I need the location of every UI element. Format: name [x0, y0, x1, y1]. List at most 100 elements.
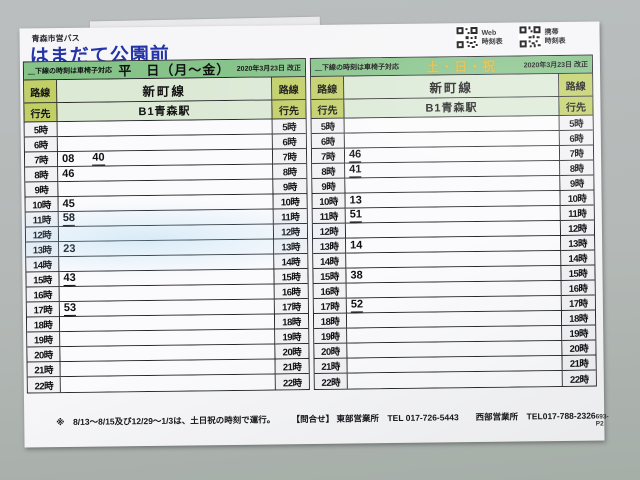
hour-label-left: 10時	[312, 193, 346, 209]
route-name: 新町線	[57, 77, 273, 104]
minute-value-wheelchair: 40	[92, 151, 105, 166]
hour-label-right: 15時	[561, 265, 595, 281]
hour-label-left: 6時	[311, 133, 345, 149]
poster-footer: ※ 8/13～8/15及び12/29～1/3は、土日祝の時刻で運行。 【問合せ】…	[56, 410, 608, 434]
hour-label-right: 13時	[274, 239, 308, 255]
minute-value: 23	[63, 242, 76, 255]
hour-label-left: 9時	[312, 178, 346, 194]
hour-label-right: 7時	[272, 149, 307, 165]
hour-label-right: 5時	[559, 115, 593, 131]
qr-code-mobile-icon	[518, 25, 542, 49]
hour-label-right: 13時	[561, 235, 595, 251]
hour-label-left: 13時	[26, 242, 60, 258]
hour-label-left: 20時	[27, 347, 61, 363]
hour-label-right: 10時	[560, 190, 594, 206]
hour-label-left: 11時	[312, 208, 346, 224]
hour-label-right: 22時	[275, 374, 309, 390]
hour-label-left: 11時	[25, 212, 59, 228]
timetable-hour-row: 22時 22時	[27, 374, 309, 393]
hour-label-right: 18時	[274, 314, 309, 330]
hour-label-left: 17時	[26, 302, 60, 318]
minute-value-wheelchair: 52	[350, 297, 364, 313]
hour-label-left: 20時	[314, 343, 348, 359]
hour-label-left: 17時	[313, 298, 347, 314]
hour-label-left: 14時	[26, 257, 60, 273]
minutes-cell	[60, 374, 276, 393]
hour-label-left: 16時	[313, 283, 347, 299]
minute-value-wheelchair: 43	[63, 271, 76, 286]
hour-label-left: 19時	[27, 332, 61, 348]
hour-label-left: 14時	[313, 253, 347, 269]
hour-label-right: 10時	[273, 194, 307, 210]
hour-label-left: 22時	[27, 377, 61, 393]
hour-label-left: 10時	[25, 197, 59, 213]
wheelchair-note: ＿下線の時刻は車椅子対応	[27, 66, 113, 75]
hour-label-right: 19時	[562, 325, 596, 341]
holiday-day-label: 土・日・祝	[426, 58, 497, 75]
hour-label-left: 15時	[313, 268, 347, 284]
qr-mobile-item: 携帯 時刻表	[518, 25, 566, 49]
hour-label-right: 18時	[561, 310, 596, 326]
hour-label-right: 20時	[275, 344, 309, 360]
hour-label-right: 5時	[272, 119, 306, 135]
timetable-hour-row: 22時 22時	[314, 370, 596, 389]
contact-info: 【問合せ】 東部営業所 TEL 017-726-5443 西部営業所 TEL01…	[291, 410, 596, 425]
revision-date: 2020年3月23日 改正	[523, 61, 588, 69]
qr-code-web-icon	[455, 25, 479, 50]
dest-header-left: 行先	[24, 103, 58, 123]
qr-web-item: Web 時刻表	[455, 25, 503, 50]
holiday-hour-rows: 5時 5時 6時 6時 7時 46 7時 8時 41 8時 9時 9時 10時 13 10時 11時 51 11時…	[311, 115, 596, 389]
revision-date: 2020年3月23日 改正	[236, 64, 302, 73]
hour-label-right: 17時	[274, 299, 308, 315]
service-note: ※ 8/13～8/15及び12/29～1/3は、土日祝の時刻で運行。	[56, 414, 276, 428]
hour-label-right: 21時	[562, 355, 596, 371]
hour-label-left: 9時	[25, 182, 59, 198]
qr-code-area: Web 時刻表 携帯 時刻表	[455, 25, 566, 50]
destination-name: B1青森駅	[57, 100, 273, 123]
timetable-poster: 青森市営バス はまだて公園前 Web 時刻表	[19, 21, 609, 448]
minute-value: 13	[349, 193, 362, 207]
qr-web-label: Web 時刻表	[481, 29, 503, 47]
hour-label-right: 14時	[274, 254, 308, 270]
hour-label-left: 13時	[313, 238, 347, 254]
minute-value: 46	[62, 167, 75, 180]
hour-label-left: 19時	[314, 328, 348, 344]
hour-label-right: 8時	[560, 160, 594, 176]
hour-label-left: 5時	[24, 122, 58, 138]
hour-label-right: 22時	[562, 370, 596, 386]
weekday-day-label: 平 日（月～金）	[118, 61, 231, 79]
hour-label-right: 6時	[559, 130, 593, 146]
minute-value: 45	[62, 197, 75, 210]
route-header-right: 路線	[272, 77, 306, 101]
hour-label-left: 8時	[25, 167, 59, 183]
weekday-timetable: ＿下線の時刻は車椅子対応 平 日（月～金） 2020年3月23日 改正 路線 新…	[22, 58, 310, 394]
footer-text: ※ 8/13～8/15及び12/29～1/3は、土日祝の時刻で運行。 【問合せ】…	[56, 410, 595, 429]
minute-value-wheelchair: 53	[63, 301, 77, 316]
route-row: 路線 新町線 路線	[24, 77, 306, 104]
timetables-container: ＿下線の時刻は車椅子対応 平 日（月～金） 2020年3月23日 改正 路線 新…	[22, 54, 597, 394]
destination-name: B1青森駅	[344, 96, 560, 119]
minute-value-wheelchair: 41	[349, 162, 362, 178]
hour-label-right: 9時	[560, 175, 594, 191]
route-header-left: 路線	[311, 76, 345, 100]
hour-label-left: 16時	[26, 287, 60, 303]
hour-label-right: 8時	[273, 164, 307, 180]
minute-value: 14	[350, 238, 363, 252]
hour-label-right: 16時	[274, 284, 308, 300]
hour-label-left: 12時	[25, 227, 60, 243]
minute-value: 38	[350, 268, 363, 282]
hour-label-right: 6時	[272, 134, 306, 150]
route-name: 新町線	[344, 73, 560, 100]
hour-label-right: 14時	[561, 250, 595, 266]
hour-label-left: 15時	[26, 272, 60, 288]
hour-label-right: 11時	[560, 205, 594, 221]
hour-label-left: 5時	[311, 118, 345, 134]
hour-label-right: 15時	[274, 269, 308, 285]
hour-label-left: 18時	[26, 317, 61, 333]
route-header-right: 路線	[559, 73, 593, 97]
dest-header-left: 行先	[311, 99, 345, 119]
wheelchair-note: ＿下線の時刻は車椅子対応	[314, 63, 400, 72]
hour-label-right: 20時	[562, 340, 596, 356]
hour-label-right: 19時	[275, 329, 309, 345]
hour-label-left: 7時	[24, 152, 59, 168]
